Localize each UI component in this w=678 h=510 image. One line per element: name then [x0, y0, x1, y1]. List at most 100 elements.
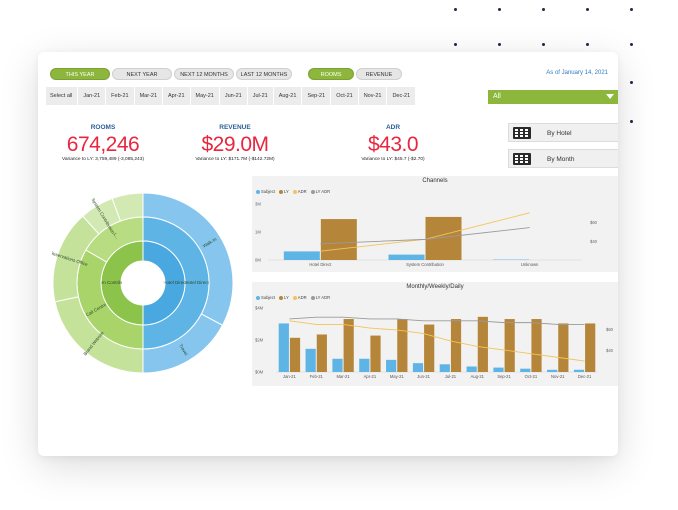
month-mar[interactable]: Mar-21 — [134, 87, 164, 105]
bar-ly[interactable] — [289, 337, 301, 372]
bar-ly[interactable] — [424, 324, 435, 372]
next-year-button[interactable]: NEXT YEAR — [112, 68, 172, 80]
month-feb[interactable]: Feb-21 — [106, 87, 135, 105]
y2-tick-label: $60 — [606, 327, 614, 332]
last-12-months-button[interactable]: LAST 12 MONTHS — [236, 68, 292, 80]
bar-ly[interactable] — [450, 319, 462, 372]
x-tick-label: Mar-21 — [336, 374, 350, 379]
y-tick-label: $0M — [255, 370, 264, 375]
bar-ly[interactable] — [531, 319, 542, 372]
sunburst-label: Hotel Direct — [163, 280, 187, 285]
x-tick-label: Jun-21 — [417, 374, 430, 379]
sunburst-segment[interactable] — [111, 192, 144, 222]
bar-subject[interactable] — [573, 369, 585, 372]
by-hotel-label: By Hotel — [547, 130, 572, 137]
kpi-adr-variance: Variance to LY: $45.7 (-$2.70) — [361, 157, 425, 162]
next-12-months-button[interactable]: NEXT 12 MONTHS — [174, 68, 234, 80]
x-tick-label: Sep-21 — [497, 374, 511, 379]
y2-tick-label: $60 — [590, 220, 598, 225]
y2-tick-label: $40 — [590, 239, 598, 244]
bar-ly[interactable] — [585, 323, 596, 372]
x-tick-label: Jan-21 — [283, 374, 296, 379]
by-month-button[interactable]: By Month — [508, 149, 618, 168]
y-tick-label: 3M — [255, 202, 261, 207]
kpi-adr-value: $43.0 — [367, 133, 419, 156]
kpi-rooms-value: 674,246 — [66, 133, 140, 156]
bar-subject[interactable] — [283, 251, 320, 260]
sunburst-segment[interactable] — [142, 240, 186, 326]
line-ly-adr — [320, 227, 530, 245]
bar-subject[interactable] — [278, 323, 289, 372]
by-month-label: By Month — [547, 156, 575, 163]
month-jul[interactable]: Jul-21 — [247, 87, 274, 105]
bar-subject[interactable] — [388, 254, 425, 260]
bar-subject[interactable] — [386, 359, 397, 372]
bar-ly[interactable] — [477, 316, 488, 372]
x-tick-label: Unknown — [521, 262, 539, 267]
kpi-rooms: ROOMS 674,246 Variance to LY: 3,759,489 … — [48, 124, 158, 162]
rooms-toggle[interactable]: ROOMS — [308, 68, 354, 80]
bar-ly[interactable] — [504, 319, 515, 372]
channels-chart: 3M 1M 0M $60 $40 Hotel Direct System Contribut… — [255, 202, 598, 268]
bar-ly[interactable] — [370, 335, 381, 372]
bar-subject[interactable] — [359, 358, 370, 372]
chevron-down-icon — [606, 94, 614, 99]
bar-subject[interactable] — [439, 364, 450, 372]
sunburst-label: Hotel Direct — [185, 280, 209, 285]
month-apr[interactable]: Apr-21 — [163, 87, 191, 105]
hotel-dropdown[interactable]: All — [488, 90, 618, 104]
by-hotel-button[interactable]: By Hotel — [508, 123, 618, 142]
revenue-toggle[interactable]: REVENUE — [356, 68, 402, 80]
x-tick-label: Aug-21 — [470, 374, 484, 379]
sunburst-center — [122, 262, 164, 304]
monthly-panel: Monthly/Weekly/Daily Subject LY ADR LY A… — [252, 282, 618, 386]
y-tick-label: $2M — [255, 338, 264, 343]
sunburst-label: L... — [113, 232, 120, 240]
bar-ly[interactable] — [316, 334, 327, 372]
table-icon — [513, 127, 531, 139]
month-select-all[interactable]: Select all — [46, 87, 79, 105]
x-tick-label: Nov-21 — [551, 374, 565, 379]
bar-ly[interactable] — [320, 219, 357, 260]
month-oct[interactable]: Oct-21 — [331, 87, 359, 105]
x-tick-label: Oct-21 — [525, 374, 538, 379]
x-tick-label: Jul-21 — [445, 374, 457, 379]
channels-panel: Channels Subject LY ADR LY ADR 3M 1M 0M $60… — [252, 176, 618, 272]
month-jan[interactable]: Jan-21 — [78, 87, 107, 105]
y-tick-label: $4M — [255, 306, 264, 311]
month-nov[interactable]: Nov-21 — [358, 87, 388, 105]
month-may[interactable]: May-21 — [190, 87, 220, 105]
bar-ly[interactable] — [558, 323, 569, 372]
this-year-button[interactable]: THIS YEAR — [50, 68, 110, 80]
kpi-adr: ADR $43.0 Variance to LY: $45.7 (-$2.70) — [338, 124, 448, 162]
bar-subject[interactable] — [305, 348, 316, 372]
channels-title: Channels — [422, 178, 448, 184]
monthly-legend: Subject LY ADR LY ADR — [256, 295, 330, 300]
bar-subject[interactable] — [412, 363, 424, 372]
x-tick-label: System Contribution — [406, 262, 444, 267]
month-dec[interactable]: Dec-21 — [387, 87, 417, 105]
x-tick-label: Dec-21 — [578, 374, 592, 379]
bar-subject[interactable] — [332, 358, 343, 372]
x-tick-label: Apr-21 — [364, 374, 377, 379]
kpi-rooms-label: ROOMS — [90, 124, 116, 131]
month-aug[interactable]: Aug-21 — [273, 87, 303, 105]
as-of-date: As of January 14, 2021 — [546, 70, 608, 76]
kpi-revenue-variance: Variance to LY: $171.7M (-$142.72M) — [195, 157, 275, 162]
bar-subject[interactable] — [520, 368, 531, 372]
line-ly-adr — [289, 316, 585, 325]
y-tick-label: 1M — [255, 230, 261, 235]
kpi-revenue: REVENUE $29.0M Variance to LY: $171.7M (… — [180, 124, 290, 162]
bar-subject[interactable] — [493, 367, 504, 372]
kpi-rooms-variance: Variance to LY: 3,759,489 (-3,085,243) — [62, 157, 144, 162]
bar-ly[interactable] — [397, 319, 408, 372]
table-icon — [513, 153, 531, 165]
bar-ly[interactable] — [343, 319, 354, 372]
bar-subject[interactable] — [547, 369, 558, 372]
x-tick-label: Feb-21 — [310, 374, 324, 379]
bar-subject[interactable] — [466, 366, 477, 372]
month-jun[interactable]: Jun-21 — [219, 87, 248, 105]
monthly-chart: $4M $2M $0M $60 $40 Jan-21 Feb-21 Mar-21 Apr-21 M… — [255, 306, 614, 380]
month-sep[interactable]: Sep-21 — [302, 87, 332, 105]
